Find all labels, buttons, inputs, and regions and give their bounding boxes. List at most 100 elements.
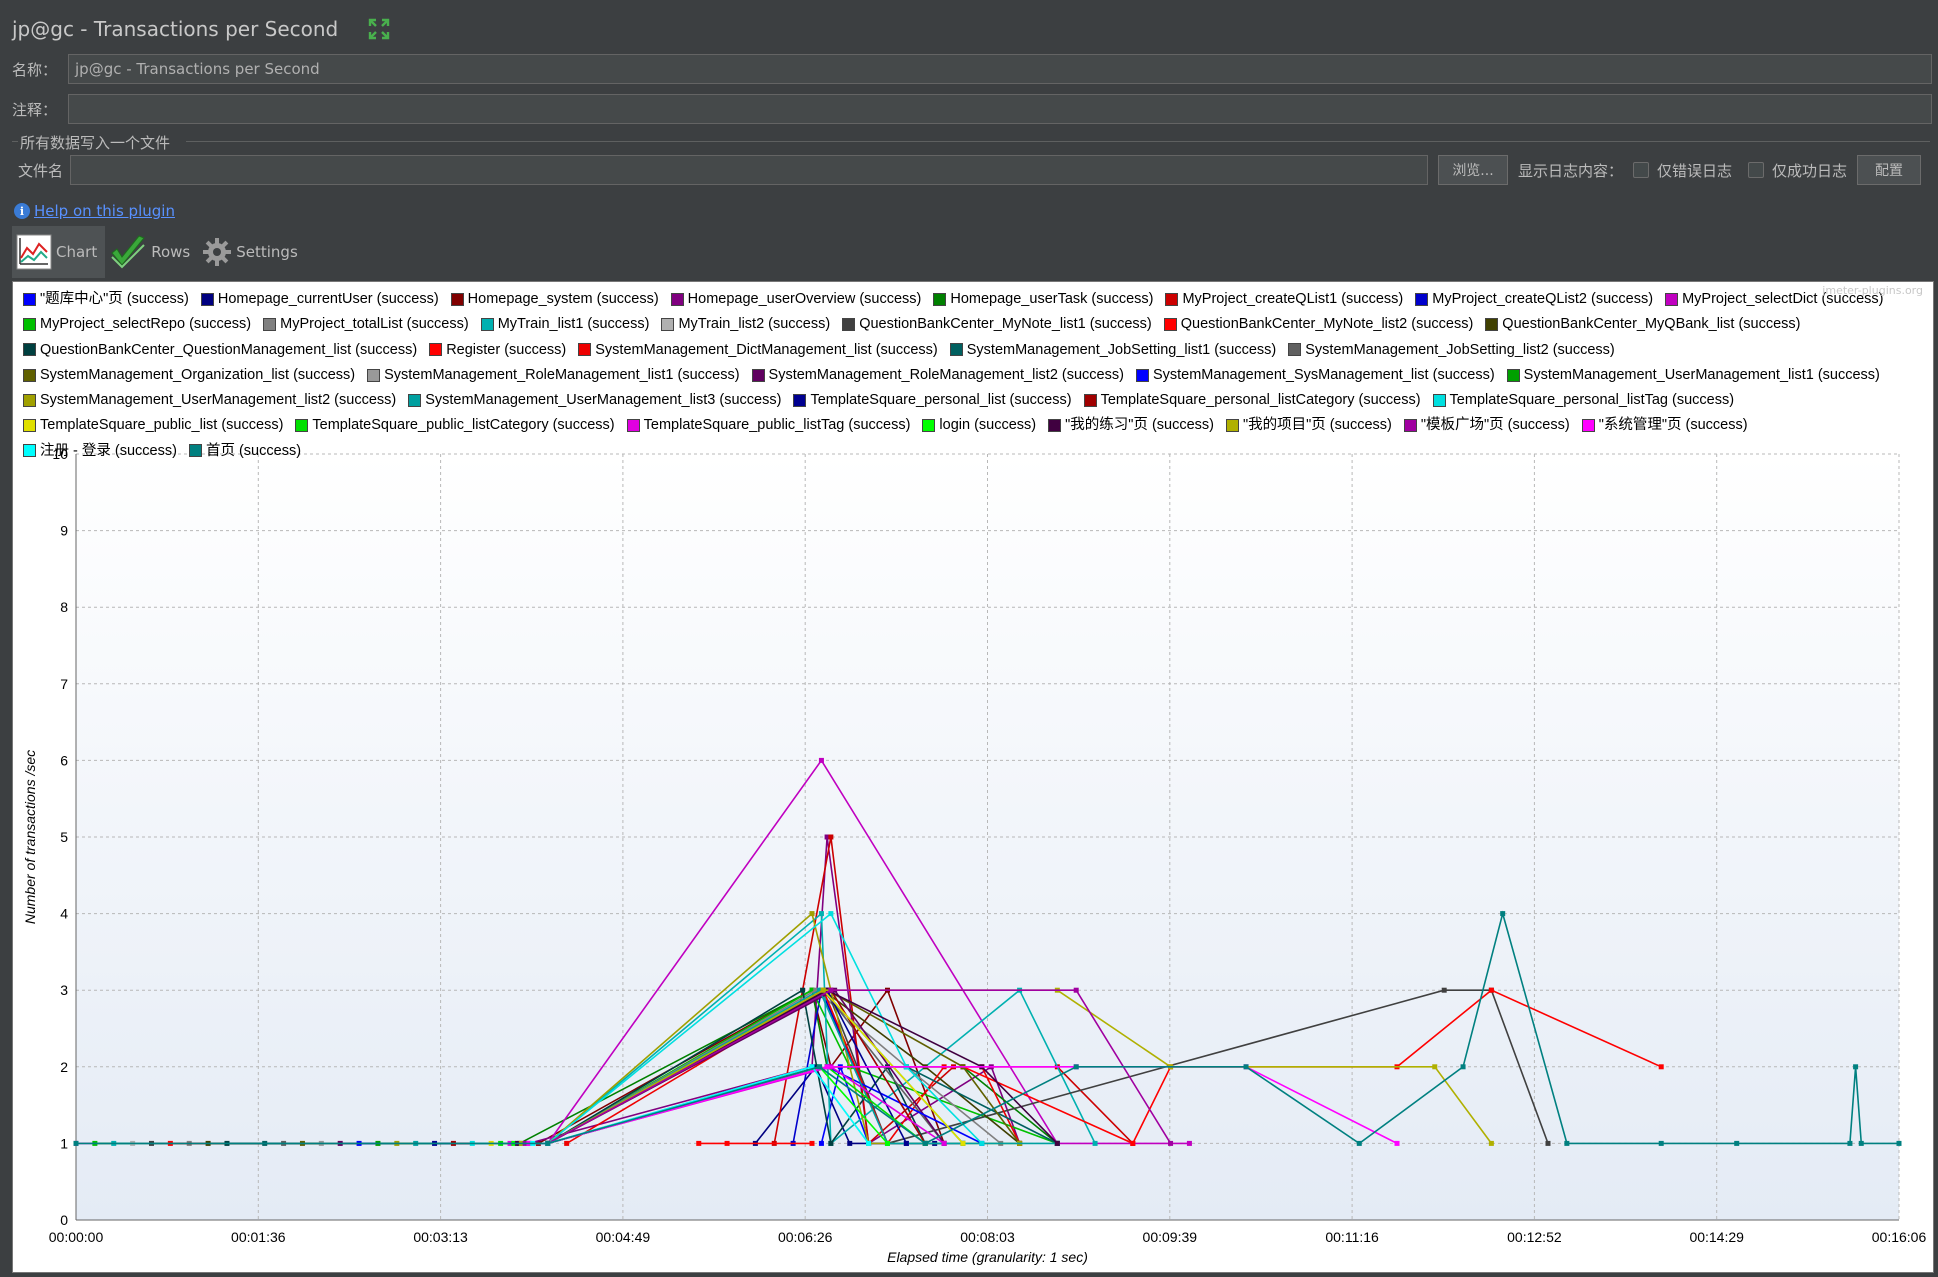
x-tick-label: 00:06:26 [778, 1229, 833, 1245]
legend-label: SystemManagement_UserManagement_list3 (s… [425, 392, 782, 408]
legend-item: 注册 - 登录 (success) [23, 440, 177, 463]
legend-label: QuestionBankCenter_MyNote_list2 (success… [1180, 316, 1474, 333]
legend-item: 首页 (success) [188, 440, 301, 463]
legend-swatch [1225, 419, 1239, 432]
data-point [1168, 1140, 1174, 1146]
configure-button[interactable]: 配置 [1857, 155, 1922, 185]
legend-item: login (success) [922, 414, 1036, 437]
legend-swatch [188, 444, 202, 458]
errors-only-checkbox[interactable] [1633, 162, 1650, 178]
data-point [824, 1064, 830, 1070]
legend-item: SystemManagement_RoleManagement_list1 (s… [367, 364, 740, 387]
legend-label: SystemManagement_RoleManagement_list1 (s… [384, 366, 740, 383]
checkmark-icon [111, 235, 146, 269]
data-point [813, 1064, 819, 1070]
data-point [818, 1140, 824, 1146]
tab-rows[interactable]: Rows [105, 226, 198, 278]
data-point [1488, 987, 1494, 993]
data-point [724, 1140, 730, 1146]
data-point [1658, 1064, 1664, 1070]
legend-label: SystemManagement_UserManagement_list1 (s… [1523, 366, 1880, 383]
x-tick-label: 00:01:36 [231, 1229, 286, 1245]
legend-item: MyProject_createQList1 (success) [1165, 288, 1403, 311]
data-point [960, 1140, 966, 1146]
data-point [1564, 1140, 1570, 1146]
legend-item: SystemManagement_JobSetting_list2 (succe… [1288, 339, 1615, 362]
legend-item: Homepage_userTask (success) [933, 288, 1153, 311]
data-point [73, 1140, 79, 1146]
data-point [903, 1140, 909, 1146]
legend-label: "我的练习"页 (success) [1065, 417, 1214, 434]
name-input[interactable]: jp@gc - Transactions per Second [68, 54, 1932, 84]
legend-label: TemplateSquare_public_listCategory (succ… [312, 417, 615, 434]
legend-label: MyProject_totalList (success) [280, 316, 469, 333]
legend-item: SystemManagement_DictManagement_list (su… [578, 339, 938, 362]
legend-swatch [295, 419, 309, 432]
legend-swatch [367, 368, 381, 382]
legend-label: MyProject_selectDict (success) [1682, 291, 1884, 307]
errors-only-label: 仅错误日志 [1657, 161, 1733, 180]
data-point [1658, 1140, 1664, 1146]
legend-swatch [1665, 292, 1679, 306]
legend-label: "我的项目"页 (success) [1242, 417, 1392, 434]
tab-chart[interactable]: Chart [12, 226, 106, 278]
legend-label: SystemManagement_RoleManagement_list2 (s… [768, 366, 1124, 383]
comment-input[interactable] [68, 94, 1932, 124]
legend-item: TemplateSquare_public_listTag (success) [626, 414, 911, 437]
data-point [824, 834, 830, 840]
data-point [847, 1140, 853, 1146]
info-icon: i [14, 203, 30, 219]
data-point [884, 1140, 890, 1146]
legend-swatch [922, 419, 936, 432]
data-point [1130, 1140, 1136, 1146]
tab-settings[interactable]: Settings [198, 226, 306, 278]
legend-label: TemplateSquare_public_listTag (success) [643, 417, 911, 434]
legend-label: 注册 - 登录 (success) [40, 442, 177, 459]
y-tick-label: 7 [60, 676, 68, 692]
data-point [1073, 1064, 1079, 1070]
legend-swatch [1432, 393, 1446, 407]
data-point [1858, 1140, 1864, 1146]
data-point [800, 987, 806, 993]
expand-icon[interactable] [368, 18, 390, 40]
y-tick-label: 2 [60, 1059, 68, 1075]
x-axis-label: Elapsed time (granularity: 1 sec) [887, 1249, 1088, 1265]
legend-item: SystemManagement_UserManagement_list3 (s… [408, 389, 781, 412]
legend-label: TemplateSquare_personal_listCategory (su… [1100, 392, 1421, 408]
series-line [76, 910, 1899, 1145]
legend-swatch [1485, 318, 1499, 331]
legend-item: "我的项目"页 (success) [1225, 414, 1392, 437]
data-point [828, 911, 834, 917]
legend-item: SystemManagement_Organization_list (succ… [23, 364, 355, 387]
data-point [922, 1140, 928, 1146]
legend-swatch [626, 419, 640, 432]
legend-label: Register (success) [446, 341, 567, 358]
legend-swatch [1163, 318, 1177, 331]
success-only-label: 仅成功日志 [1772, 161, 1848, 180]
data-point [979, 1140, 985, 1146]
data-point [545, 1140, 551, 1146]
help-link[interactable]: Help on this plugin [34, 202, 175, 220]
legend-label: MyProject_createQList2 (success) [1432, 291, 1654, 307]
success-only-checkbox[interactable] [1748, 162, 1765, 178]
legend-swatch [1288, 343, 1302, 357]
legend-item: QuestionBankCenter_MyNote_list2 (success… [1163, 313, 1474, 336]
data-point [1054, 1140, 1060, 1146]
filename-input[interactable] [70, 155, 1428, 185]
legend-swatch [661, 318, 675, 331]
window-title-row: jp@gc - Transactions per Second [12, 14, 390, 44]
y-tick-label: 3 [60, 982, 68, 998]
browse-button[interactable]: 浏览... [1438, 155, 1508, 185]
legend-swatch [263, 318, 277, 331]
x-tick-label: 00:11:16 [1325, 1229, 1379, 1245]
data-point [1460, 1064, 1466, 1070]
legend-label: Homepage_userOverview (success) [687, 291, 922, 307]
legend-label: QuestionBankCenter_MyQBank_list (success… [1502, 316, 1801, 333]
x-tick-label: 00:00:00 [49, 1229, 104, 1245]
legend-label: SystemManagement_Organization_list (succ… [40, 366, 356, 383]
legend-item: QuestionBankCenter_MyNote_list1 (success… [842, 313, 1152, 336]
legend-swatch [578, 343, 592, 357]
data-point [1734, 1140, 1740, 1146]
legend-item: TemplateSquare_public_listCategory (succ… [295, 414, 615, 437]
chart-legend: "题库中心"页 (success) Homepage_currentUser (s… [23, 288, 1923, 465]
